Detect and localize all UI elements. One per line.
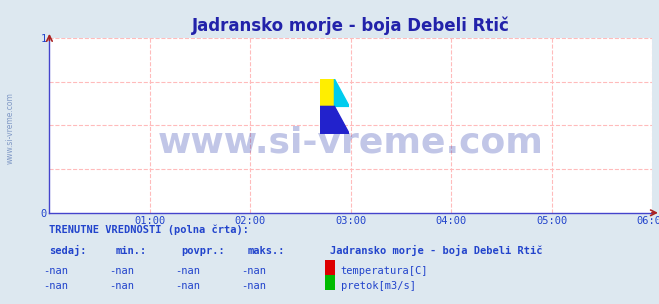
Text: temperatura[C]: temperatura[C] xyxy=(341,266,428,276)
Polygon shape xyxy=(335,79,349,106)
Text: Jadransko morje - boja Debeli Rtič: Jadransko morje - boja Debeli Rtič xyxy=(330,245,542,256)
Text: -nan: -nan xyxy=(175,281,200,291)
Text: maks.:: maks.: xyxy=(247,246,285,256)
Text: www.si-vreme.com: www.si-vreme.com xyxy=(5,92,14,164)
Text: -nan: -nan xyxy=(241,281,266,291)
Polygon shape xyxy=(320,106,349,134)
Text: -nan: -nan xyxy=(109,281,134,291)
Text: -nan: -nan xyxy=(43,266,69,276)
Text: -nan: -nan xyxy=(241,266,266,276)
Text: TRENUTNE VREDNOSTI (polna črta):: TRENUTNE VREDNOSTI (polna črta): xyxy=(49,224,249,235)
Text: -nan: -nan xyxy=(109,266,134,276)
Text: sedaj:: sedaj: xyxy=(49,245,87,256)
Text: pretok[m3/s]: pretok[m3/s] xyxy=(341,281,416,291)
Text: -nan: -nan xyxy=(175,266,200,276)
Title: Jadransko morje - boja Debeli Rtič: Jadransko morje - boja Debeli Rtič xyxy=(192,16,510,35)
Text: www.si-vreme.com: www.si-vreme.com xyxy=(158,126,544,160)
Bar xyxy=(320,79,335,106)
Text: povpr.:: povpr.: xyxy=(181,246,225,256)
Text: -nan: -nan xyxy=(43,281,69,291)
Text: min.:: min.: xyxy=(115,246,146,256)
